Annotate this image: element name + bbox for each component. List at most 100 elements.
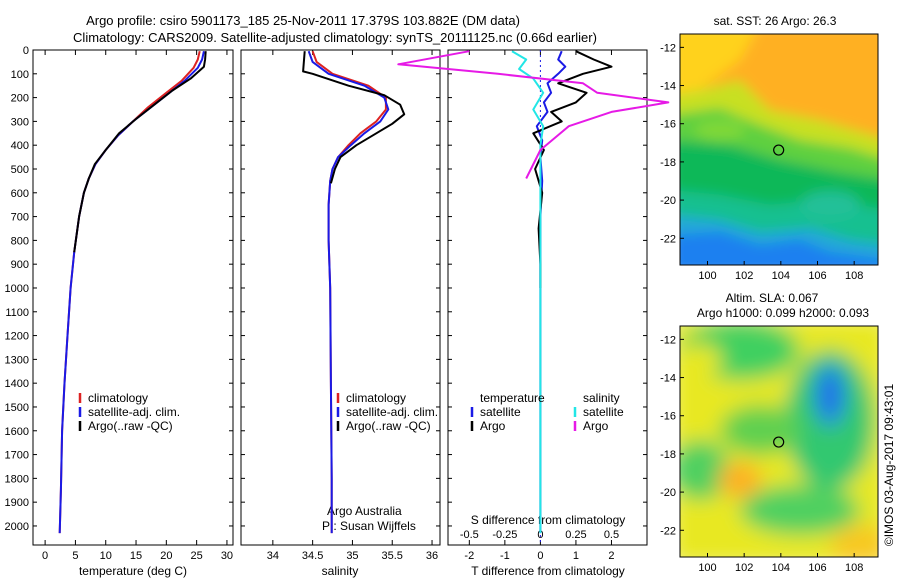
difference-legend-header-temperature: temperature [480, 391, 545, 405]
salinity-annotation-line1: Argo Australia [327, 504, 402, 518]
salinity-annotation-line2: PI: Susan Wijffels [322, 519, 416, 533]
difference-xtick-label: 1 [573, 550, 579, 562]
difference-legend-label: Argo [583, 419, 609, 433]
temperature-xtick-label: 0 [42, 550, 48, 562]
legend-label-argo: Argo(..raw -QC) [88, 419, 173, 433]
depth-tick-label: 400 [11, 140, 29, 152]
difference-top-tick-label: -0.5 [460, 529, 479, 541]
depth-tick-label: 1900 [5, 497, 29, 509]
salinity-panel-frame [240, 49, 441, 546]
difference-top-tick-label: 0.5 [604, 529, 619, 541]
difference-series-s-satellite [511, 50, 545, 534]
map-ytick-label: -16 [660, 119, 676, 131]
depth-tick-label: 1200 [5, 331, 29, 343]
legend-label-argo: Argo(..raw -QC) [346, 419, 431, 433]
legend-label-satellite: satellite-adj. clim. [88, 405, 180, 419]
map-ytick-label: -22 [660, 233, 676, 245]
depth-tick-label: 500 [11, 164, 29, 176]
depth-tick-label: 1500 [5, 402, 29, 414]
depth-tick-label: 200 [11, 93, 29, 105]
depth-tick-label: 700 [11, 212, 29, 224]
difference-top-label: S difference from climatology [471, 513, 626, 527]
temperature-xtick-label: 15 [130, 550, 142, 562]
depth-tick-label: 1800 [5, 473, 29, 485]
sla-map-frame [679, 325, 879, 558]
map-xtick-label: 100 [698, 270, 716, 282]
difference-xtick-label: 0 [537, 550, 543, 562]
salinity-series-climatology [311, 50, 387, 534]
salinity-xtick-label: 34 [267, 550, 279, 562]
map-xtick-label: 108 [845, 562, 863, 574]
depth-tick-label: 1700 [5, 450, 29, 462]
temperature-xtick-label: 25 [191, 550, 203, 562]
depth-tick-label: 1000 [5, 283, 29, 295]
difference-xtick-label: -1 [500, 550, 510, 562]
sst-map-frame [679, 33, 879, 266]
map-ytick-label: -12 [660, 42, 676, 54]
difference-series-s-argo [397, 50, 670, 179]
map-ytick-label: -14 [660, 81, 676, 93]
map-xtick-label: 106 [808, 562, 826, 574]
sla-map-field [680, 326, 878, 557]
map-ytick-label: -20 [660, 195, 676, 207]
temperature-panel-frame [32, 49, 234, 546]
salinity-series-satellite-adj-clim- [307, 50, 390, 534]
figure-title-line1: Argo profile: csiro 5901173_185 25-Nov-2… [86, 13, 520, 28]
depth-tick-label: 2000 [5, 521, 29, 533]
salinity-xtick-label: 34.5 [302, 550, 323, 562]
difference-xtick-label: 2 [608, 550, 614, 562]
map-ytick-label: -20 [660, 487, 676, 499]
depth-tick-label: 100 [11, 69, 29, 81]
map-ytick-label: -22 [660, 525, 676, 537]
difference-legend-header-salinity: salinity [583, 391, 620, 405]
difference-panel: T difference from climatology S differen… [397, 49, 670, 578]
sla-map-panel: Altim. SLA: 0.067 Argo h1000: 0.099 h200… [660, 291, 879, 574]
temperature-xtick-label: 20 [160, 550, 172, 562]
map-xtick-label: 100 [698, 562, 716, 574]
map-ytick-label: -18 [660, 449, 676, 461]
map-xtick-label: 104 [772, 270, 790, 282]
legend-label-climatology: climatology [346, 391, 406, 405]
depth-tick-label: 1400 [5, 378, 29, 390]
difference-xtick-label: -2 [464, 550, 474, 562]
difference-legend-label: satellite [583, 405, 624, 419]
argo-position-marker [773, 144, 785, 156]
difference-legend-label: satellite [480, 405, 521, 419]
salinity-xlabel: salinity [322, 564, 359, 578]
difference-series-t-argo [532, 50, 613, 288]
depth-tick-label: 900 [11, 259, 29, 271]
temperature-panel: temperature (deg C) 0 5 10 15 20 25 3001002003… [5, 45, 234, 578]
legend-label-climatology: climatology [88, 391, 148, 405]
salinity-panel: salinity Argo Australia PI: Susan Wijffe… [240, 49, 441, 578]
temperature-xtick-label: 5 [72, 550, 78, 562]
credit-text: ©IMOS 03-Aug-2017 09:43:01 [882, 384, 896, 547]
legend-label-satellite: satellite-adj. clim. [346, 405, 438, 419]
sst-map-panel: sat. SST: 26 Argo: 26.3 100 102 104 106 108 -… [660, 14, 879, 282]
map-ytick-label: -16 [660, 411, 676, 423]
argo-position-marker [773, 436, 785, 448]
salinity-series-argo-raw-qc- [302, 51, 406, 184]
salinity-xtick-label: 35 [346, 550, 358, 562]
depth-tick-label: 1600 [5, 426, 29, 438]
depth-tick-label: 1300 [5, 354, 29, 366]
map-xtick-label: 102 [735, 562, 753, 574]
depth-tick-label: 0 [23, 45, 29, 57]
difference-top-tick-label: 0 [537, 529, 543, 541]
map-xtick-label: 108 [845, 270, 863, 282]
salinity-xtick-label: 36 [426, 550, 438, 562]
map-xtick-label: 104 [772, 562, 790, 574]
temperature-xlabel: temperature (deg C) [79, 564, 187, 578]
sst-map-field [680, 34, 878, 265]
depth-tick-label: 300 [11, 116, 29, 128]
difference-legend-label: Argo [480, 419, 506, 433]
figure-title-line2: Climatology: CARS2009. Satellite-adjuste… [73, 30, 597, 45]
map-ytick-label: -14 [660, 373, 676, 385]
temperature-series-argo-raw-qc- [73, 51, 207, 253]
difference-xlabel: T difference from climatology [471, 564, 625, 578]
depth-tick-label: 600 [11, 188, 29, 200]
map-ytick-label: -18 [660, 157, 676, 169]
depth-tick-label: 1100 [5, 307, 29, 319]
temperature-xtick-label: 10 [100, 550, 112, 562]
temperature-xtick-label: 30 [221, 550, 233, 562]
